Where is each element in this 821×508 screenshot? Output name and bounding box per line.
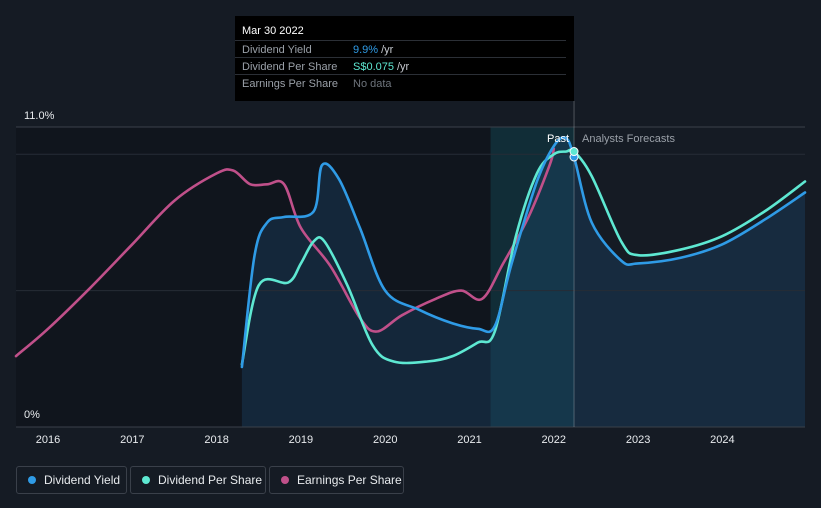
dividend-yield-value: 9.9% (353, 44, 379, 56)
legend-label: Dividend Yield (44, 473, 121, 487)
y-tick-top: 11.0% (24, 110, 55, 122)
x-tick-label: 2016 (36, 434, 60, 446)
tooltip-label: Dividend Yield (242, 44, 312, 56)
tooltip-value: 9.9%/yr (353, 44, 393, 56)
legend-label: Earnings Per Share (297, 473, 402, 487)
tooltip: Mar 30 2022 Dividend Yield 9.9%/yr Divid… (235, 16, 574, 101)
tooltip-row-dividend-yield: Dividend Yield 9.9%/yr (235, 40, 566, 58)
x-tick-label: 2019 (289, 434, 313, 446)
tooltip-row-earnings-per-share: Earnings Per Share No data (235, 74, 566, 92)
dividend-per-share-line (240, 148, 807, 366)
x-tick-label: 2018 (204, 434, 228, 446)
past-label: Past (547, 133, 569, 145)
dividend-per-share-value: S$0.075 (353, 61, 394, 73)
legend-dot (142, 476, 150, 484)
tooltip-label: Dividend Per Share (242, 61, 338, 73)
x-tick-label: 2024 (710, 434, 734, 446)
tooltip-label: Earnings Per Share (242, 78, 338, 90)
x-tick-label: 2022 (542, 434, 566, 446)
legend-earnings-per-share[interactable]: Earnings Per Share (269, 466, 404, 494)
legend-dot (28, 476, 36, 484)
legend-dividend-yield[interactable]: Dividend Yield (16, 466, 127, 494)
earnings-per-share-line (14, 147, 556, 358)
x-tick-label: 2021 (457, 434, 481, 446)
legend-dividend-per-share[interactable]: Dividend Per Share (130, 466, 266, 494)
dividend-yield-area (241, 137, 805, 428)
tooltip-value: S$0.075/yr (353, 61, 409, 73)
tooltip-row-dividend-per-share: Dividend Per Share S$0.075/yr (235, 57, 566, 75)
tooltip-value: No data (353, 78, 395, 90)
x-tick-label: 2020 (373, 434, 397, 446)
tooltip-date: Mar 30 2022 (242, 25, 304, 37)
x-tick-label: 2023 (626, 434, 650, 446)
past-highlight-band (490, 127, 575, 427)
legend-label: Dividend Per Share (158, 473, 263, 487)
unit: /yr (396, 61, 410, 73)
x-tick-label: 2017 (120, 434, 144, 446)
dividend-per-share-marker (569, 147, 579, 157)
legend-dot (281, 476, 289, 484)
dividend-yield-line (240, 136, 807, 369)
y-tick-bottom: 0% (24, 409, 40, 421)
analysts-forecasts-label: Analysts Forecasts (582, 133, 675, 145)
unit: /yr (381, 44, 394, 56)
earnings-per-share-value: No data (353, 78, 392, 90)
